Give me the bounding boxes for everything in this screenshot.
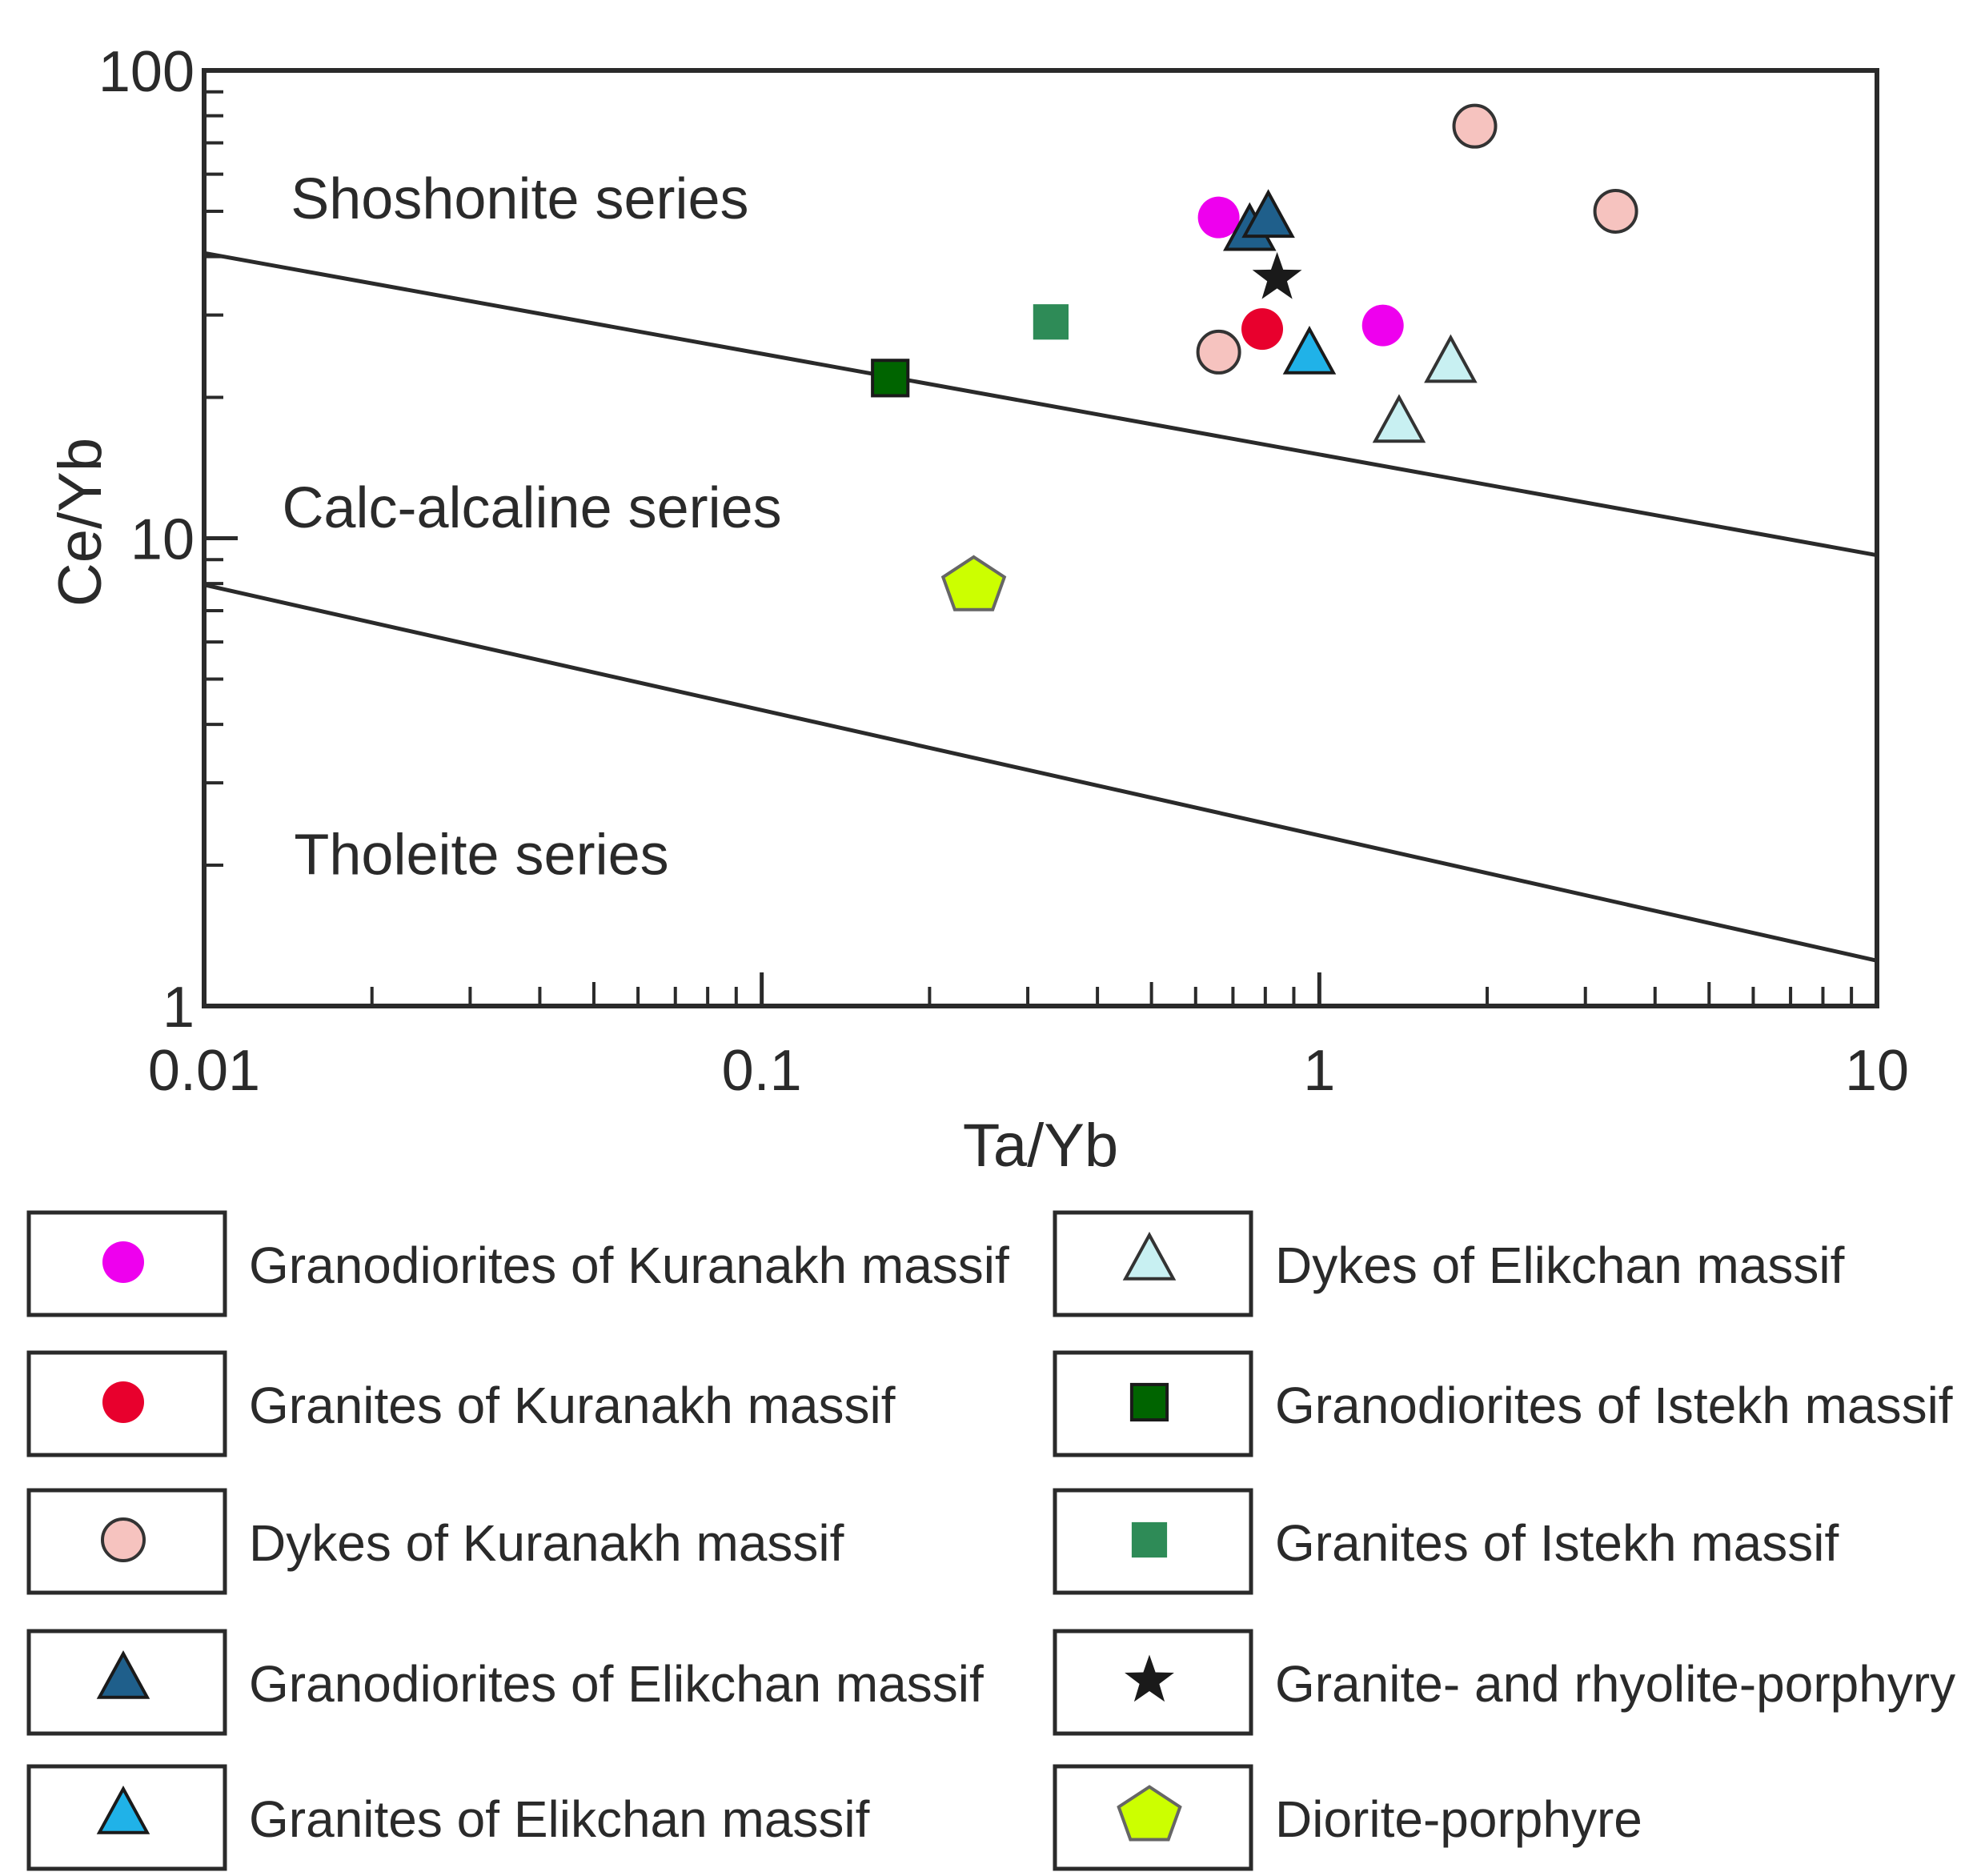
data-point <box>1593 188 1638 234</box>
axis-ticks: 0.01 0.1 1 10 1 10 100 <box>98 40 1909 1103</box>
legend-marker <box>1125 1654 1174 1702</box>
data-point <box>1196 329 1241 375</box>
x-axis-label: Ta/Yb <box>963 1112 1118 1180</box>
legend-label: Granodiorites of Elikchan massif <box>249 1655 984 1713</box>
legend-item: Diorite-porphyre <box>1053 1764 1642 1871</box>
data-point <box>1452 103 1498 149</box>
data-point <box>1372 394 1426 443</box>
data-point <box>1241 189 1295 239</box>
data-point <box>1241 308 1284 351</box>
data-point <box>1252 251 1302 299</box>
legend-label: Granites of Istekh massif <box>1275 1514 1839 1572</box>
legend-swatch-box <box>26 1488 227 1595</box>
legend-marker <box>1122 1231 1177 1281</box>
legend-marker <box>102 1381 144 1423</box>
data-point <box>940 555 1007 611</box>
data-point <box>1197 196 1240 239</box>
legend-marker <box>96 1785 150 1834</box>
legend-label: Granite- and rhyolite-porphyry <box>1275 1655 1955 1713</box>
x-tick-label: 1 <box>1303 1039 1335 1103</box>
data-point <box>1424 334 1478 383</box>
legend: Granodiorites of Kuranakh massif Granites… <box>26 1210 1955 1871</box>
legend-item: Granites of Istekh massif <box>1053 1488 1839 1595</box>
y-axis-label: Ce/Yb <box>46 438 114 607</box>
legend-item: Dykes of Kuranakh massif <box>26 1488 844 1595</box>
x-tick-label: 0.01 <box>148 1039 260 1103</box>
legend-marker <box>1129 1382 1169 1422</box>
legend-marker <box>96 1650 150 1699</box>
boundary-shoshonite-calc-alkaline <box>203 251 1878 558</box>
legend-label: Dykes of Kuranakh massif <box>249 1514 844 1572</box>
legend-marker <box>1117 1785 1182 1842</box>
data-points <box>871 103 1638 611</box>
region-label: Shoshonite series <box>291 167 748 231</box>
legend-label: Diorite-porphyre <box>1275 1790 1642 1848</box>
y-tick-label: 100 <box>98 40 194 104</box>
region-label: Tholeite series <box>294 824 668 888</box>
data-point <box>1282 326 1337 375</box>
legend-label: Granites of Kuranakh massif <box>249 1377 896 1434</box>
boundary-lines <box>203 251 1878 963</box>
data-point <box>871 359 910 398</box>
x-tick-label: 0.1 <box>722 1039 802 1103</box>
legend-item: Granite- and rhyolite-porphyry <box>1053 1629 1955 1736</box>
legend-label: Granodiorites of Kuranakh massif <box>249 1237 1009 1294</box>
legend-label: Granodiorites of Istekh massif <box>1275 1377 1953 1434</box>
x-tick-label: 10 <box>1845 1039 1909 1103</box>
legend-item: Granodiorites of Elikchan massif <box>26 1629 984 1736</box>
legend-item: Granodiorites of Istekh massif <box>1053 1350 1953 1457</box>
legend-marker <box>1131 1521 1168 1558</box>
y-tick-label: 10 <box>130 508 194 572</box>
legend-label: Granites of Elikchan massif <box>249 1790 870 1848</box>
data-point <box>1361 304 1404 347</box>
region-label: Calc-alcaline series <box>282 476 781 540</box>
legend-marker <box>101 1517 146 1562</box>
boundary-calc-alkaline-tholeite <box>203 583 1878 963</box>
y-tick-label: 1 <box>162 976 194 1040</box>
legend-item: Granodiorites of Kuranakh massif <box>26 1210 1009 1317</box>
legend-item: Granites of Elikchan massif <box>26 1764 870 1871</box>
region-labels: Shoshonite series Calc-alcaline series Tho… <box>282 167 781 888</box>
legend-label: Dykes of Elikchan massif <box>1275 1237 1845 1294</box>
data-point <box>1033 304 1069 340</box>
legend-item: Granites of Kuranakh massif <box>26 1350 896 1457</box>
legend-marker <box>102 1241 144 1283</box>
legend-item: Dykes of Elikchan massif <box>1053 1210 1845 1317</box>
